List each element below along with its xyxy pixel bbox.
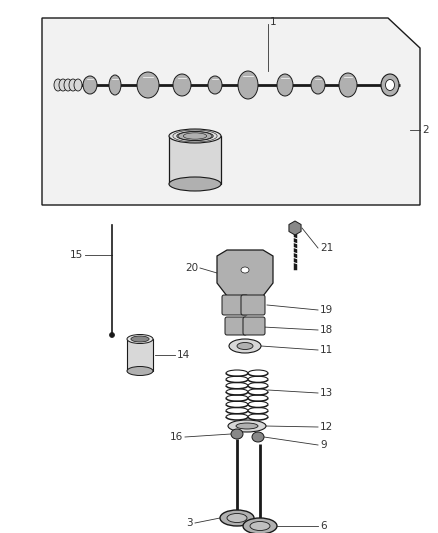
Ellipse shape [110, 333, 114, 337]
Ellipse shape [252, 432, 264, 442]
Ellipse shape [236, 423, 258, 429]
Ellipse shape [127, 367, 153, 376]
Polygon shape [42, 18, 420, 205]
Ellipse shape [127, 335, 153, 343]
Ellipse shape [64, 79, 72, 91]
Ellipse shape [131, 336, 149, 342]
Ellipse shape [277, 74, 293, 96]
FancyBboxPatch shape [241, 295, 265, 315]
Text: 2: 2 [422, 125, 429, 135]
Bar [127, 339, 153, 371]
Text: 19: 19 [320, 305, 333, 315]
Ellipse shape [241, 267, 249, 273]
Ellipse shape [69, 79, 77, 91]
Ellipse shape [173, 74, 191, 96]
FancyBboxPatch shape [222, 295, 248, 315]
Ellipse shape [243, 518, 277, 533]
Polygon shape [289, 221, 301, 235]
Text: 1: 1 [270, 17, 277, 27]
Ellipse shape [228, 420, 266, 432]
Ellipse shape [227, 513, 247, 522]
Ellipse shape [83, 76, 97, 94]
Text: 11: 11 [320, 345, 333, 355]
Text: 14: 14 [177, 350, 190, 360]
Text: 13: 13 [320, 388, 333, 398]
Polygon shape [217, 250, 273, 300]
Ellipse shape [74, 79, 82, 91]
Text: 21: 21 [320, 243, 333, 253]
Ellipse shape [220, 510, 254, 526]
Ellipse shape [385, 79, 395, 91]
Text: 3: 3 [187, 518, 193, 528]
Ellipse shape [231, 429, 243, 439]
Text: 6: 6 [320, 521, 327, 531]
Ellipse shape [311, 76, 325, 94]
Ellipse shape [238, 71, 258, 99]
Ellipse shape [169, 177, 221, 191]
Ellipse shape [237, 343, 253, 350]
Text: 20: 20 [185, 263, 198, 273]
Ellipse shape [177, 132, 213, 141]
Text: 16: 16 [170, 432, 183, 442]
Ellipse shape [169, 129, 221, 143]
Ellipse shape [339, 73, 357, 97]
Ellipse shape [59, 79, 67, 91]
Text: 15: 15 [70, 250, 83, 260]
Text: 18: 18 [320, 325, 333, 335]
Bar [169, 136, 221, 184]
FancyBboxPatch shape [243, 317, 265, 335]
Text: 9: 9 [320, 440, 327, 450]
Ellipse shape [208, 76, 222, 94]
FancyBboxPatch shape [225, 317, 247, 335]
Ellipse shape [137, 72, 159, 98]
Ellipse shape [250, 521, 270, 530]
Ellipse shape [229, 339, 261, 353]
Ellipse shape [54, 79, 62, 91]
Ellipse shape [109, 75, 121, 95]
Ellipse shape [381, 74, 399, 96]
Text: 12: 12 [320, 422, 333, 432]
